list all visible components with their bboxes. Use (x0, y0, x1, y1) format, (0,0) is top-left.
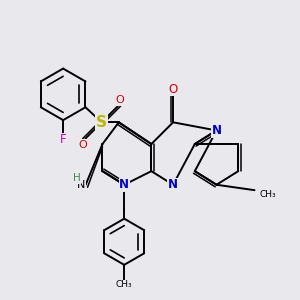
Text: N: N (77, 180, 86, 190)
Text: S: S (96, 115, 107, 130)
Text: O: O (116, 95, 124, 105)
Text: F: F (60, 134, 66, 146)
Text: H: H (73, 173, 81, 183)
Text: O: O (168, 83, 178, 96)
Text: O: O (79, 140, 88, 150)
Text: N: N (212, 124, 221, 137)
Text: CH₃: CH₃ (116, 280, 133, 289)
Text: CH₃: CH₃ (260, 190, 277, 199)
Text: N: N (168, 178, 178, 191)
Text: N: N (119, 178, 129, 191)
